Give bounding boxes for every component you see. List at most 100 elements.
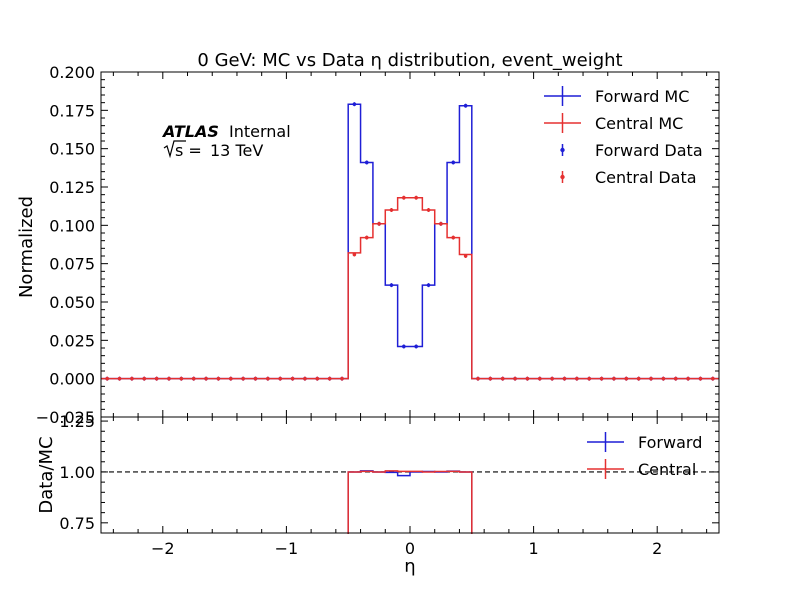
data-point-central-data bbox=[154, 376, 159, 381]
data-point-central-data bbox=[612, 376, 616, 381]
legend-entry-label: Forward MC bbox=[595, 87, 689, 106]
data-point-central-data bbox=[303, 376, 307, 381]
data-point-central-data bbox=[377, 222, 381, 226]
data-point-central-data bbox=[525, 376, 530, 381]
data-point-forward-data bbox=[402, 344, 406, 349]
data-point-central-data bbox=[389, 208, 394, 212]
y-tick-label-main: 0.025 bbox=[49, 331, 95, 350]
data-point-central-data bbox=[686, 376, 690, 381]
data-point-central-data bbox=[488, 376, 493, 381]
data-point-central-data bbox=[414, 195, 418, 200]
ratio-panel: 0.75 1.00 1.25 −2 −1 0 1 2 Forward Central bbox=[59, 412, 720, 558]
y-tick-label-main: 0.125 bbox=[49, 178, 95, 197]
data-point-central-data bbox=[179, 376, 184, 381]
legend-entry-label: Central bbox=[638, 460, 696, 479]
data-point-central-data bbox=[142, 376, 147, 381]
legend-marker-point bbox=[560, 174, 565, 180]
data-point-central-data bbox=[562, 376, 567, 381]
data-point-forward-data bbox=[451, 160, 456, 165]
data-point-central-data bbox=[340, 376, 344, 381]
legend-entry-label: Forward Data bbox=[595, 141, 703, 160]
data-point-central-data bbox=[673, 376, 678, 381]
data-point-forward-data bbox=[414, 344, 418, 349]
sqrt-symbol-icon bbox=[163, 140, 186, 159]
x-tick-label: 1 bbox=[529, 539, 539, 558]
legend-entry-label: Forward bbox=[638, 433, 702, 452]
y-tick-label-main: 0.050 bbox=[49, 293, 95, 312]
y-tick-label-main: 0.000 bbox=[49, 370, 95, 389]
x-tick-label: 2 bbox=[652, 539, 662, 558]
legend-marker-point bbox=[560, 147, 565, 153]
data-point-central-data bbox=[204, 376, 208, 381]
data-point-central-data bbox=[649, 376, 653, 381]
y-tick-label-main: 0.150 bbox=[49, 140, 95, 159]
chart-title: 0 GeV: MC vs Data η distribution, event_… bbox=[197, 50, 622, 71]
data-point-central-data bbox=[402, 195, 406, 200]
ratio-line-central bbox=[347, 470, 473, 534]
energy-prefix-label: s = bbox=[175, 141, 202, 160]
y-tick-label-ratio: 0.75 bbox=[59, 514, 95, 533]
x-tick-label: −1 bbox=[275, 539, 299, 558]
y-tick-label-ratio: 1.25 bbox=[59, 412, 95, 431]
data-point-central-data bbox=[500, 376, 505, 381]
data-point-central-data bbox=[426, 208, 431, 212]
data-point-central-data bbox=[636, 376, 641, 381]
data-point-central-data bbox=[599, 376, 604, 381]
x-tick-label: 0 bbox=[405, 539, 415, 558]
x-axis-label: η bbox=[404, 556, 415, 577]
data-point-forward-data bbox=[389, 283, 394, 287]
data-point-central-data bbox=[266, 376, 270, 381]
data-point-central-data bbox=[463, 254, 468, 258]
main-panel: −0.025 0.000 0.025 0.050 0.075 0.100 0.125 0.15… bbox=[36, 63, 720, 427]
energy-label: 13 TeV bbox=[210, 141, 263, 160]
data-point-central-data bbox=[216, 376, 221, 381]
data-point-central-data bbox=[315, 376, 320, 381]
legend-entry-label: Central MC bbox=[595, 114, 683, 133]
ratio-plot-frame bbox=[100, 416, 720, 534]
data-point-central-data bbox=[575, 376, 579, 381]
data-point-central-data bbox=[698, 376, 703, 381]
data-point-central-data bbox=[228, 376, 233, 381]
data-point-central-data bbox=[290, 376, 295, 381]
y-tick-label-main: 0.075 bbox=[49, 255, 95, 274]
y-tick-label-main: 0.175 bbox=[49, 101, 95, 120]
data-point-forward-data bbox=[364, 160, 369, 165]
series-line-central-mc bbox=[101, 196, 719, 380]
data-point-central-data bbox=[241, 376, 245, 381]
y-axis-label-main: Normalized bbox=[16, 196, 37, 298]
data-point-central-data bbox=[167, 376, 171, 381]
data-point-central-data bbox=[550, 376, 554, 381]
legend-entry-label: Central Data bbox=[595, 168, 697, 187]
atlas-label: ATLAS Internal s = 13 TeV bbox=[161, 122, 291, 160]
data-point-central-data bbox=[278, 376, 283, 381]
x-tick-label: −2 bbox=[151, 539, 175, 558]
data-point-central-data bbox=[364, 235, 369, 240]
y-tick-label-main: 0.200 bbox=[49, 63, 95, 82]
data-point-central-data bbox=[253, 376, 258, 381]
y-tick-label-ratio: 1.00 bbox=[59, 463, 95, 482]
ratio-line-forward bbox=[347, 470, 473, 534]
data-point-central-data bbox=[661, 376, 666, 381]
data-point-central-data bbox=[117, 376, 122, 381]
data-point-central-data bbox=[191, 376, 196, 381]
data-point-central-data bbox=[451, 235, 456, 240]
data-point-central-data bbox=[327, 376, 332, 381]
data-point-central-data bbox=[624, 376, 629, 381]
data-point-central-data bbox=[513, 376, 517, 381]
y-tick-label-main: −0.025 bbox=[36, 408, 95, 427]
data-point-central-data bbox=[711, 376, 715, 381]
data-point-forward-data bbox=[463, 103, 468, 108]
data-point-central-data bbox=[587, 376, 592, 381]
y-tick-label-main: 0.100 bbox=[49, 216, 95, 235]
y-axis-label-ratio: Data/MC bbox=[36, 436, 57, 513]
atlas-status-label: Internal bbox=[229, 122, 291, 141]
data-point-central-data bbox=[130, 376, 134, 381]
data-point-central-data bbox=[476, 376, 480, 381]
data-point-forward-data bbox=[426, 283, 431, 287]
atlas-experiment-label: ATLAS bbox=[161, 122, 219, 141]
data-point-central-data bbox=[105, 376, 109, 381]
data-point-central-data bbox=[439, 222, 443, 226]
data-point-central-data bbox=[352, 252, 357, 257]
